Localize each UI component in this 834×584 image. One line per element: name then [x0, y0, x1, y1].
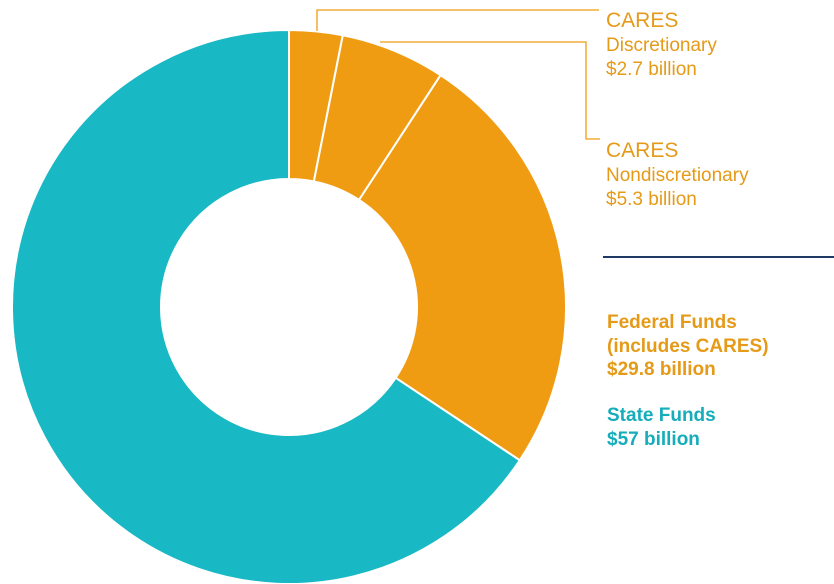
leader-line-cares-discretionary: [316, 9, 599, 31]
federal-funds-label: Federal Funds (includes CARES) $29.8 bil…: [607, 311, 769, 382]
donut-slices: [11, 28, 567, 584]
state-funds-label: State Funds $57 billion: [607, 404, 716, 451]
cares-nondiscretionary-subtitle: Nondiscretionary: [606, 165, 749, 187]
cares-nondiscretionary-title: CARES: [606, 139, 679, 162]
cares-discretionary-amount: $2.7 billion: [606, 58, 697, 80]
federal-funds-amount: $29.8 billion: [607, 359, 716, 381]
cares-discretionary-label: CARES Discretionary $2.7 billion: [606, 8, 717, 81]
federal-funds-title: Federal Funds: [607, 312, 737, 333]
cares-nondiscretionary-amount: $5.3 billion: [606, 188, 697, 210]
donut-slice-state-funds: [11, 28, 522, 584]
cares-discretionary-subtitle: Discretionary: [606, 35, 717, 57]
leader-lines: [316, 9, 600, 140]
federal-funds-note: (includes CARES): [607, 335, 769, 357]
cares-nondiscretionary-label: CARES Nondiscretionary $5.3 billion: [606, 138, 749, 211]
leader-line-cares-nondiscretionary: [380, 41, 600, 140]
legend-divider: [603, 256, 834, 258]
donut-slice-other-federal-funds: [357, 73, 567, 462]
state-funds-title: State Funds: [607, 405, 716, 426]
cares-discretionary-title: CARES: [606, 9, 679, 32]
state-funds-amount: $57 billion: [607, 428, 700, 450]
